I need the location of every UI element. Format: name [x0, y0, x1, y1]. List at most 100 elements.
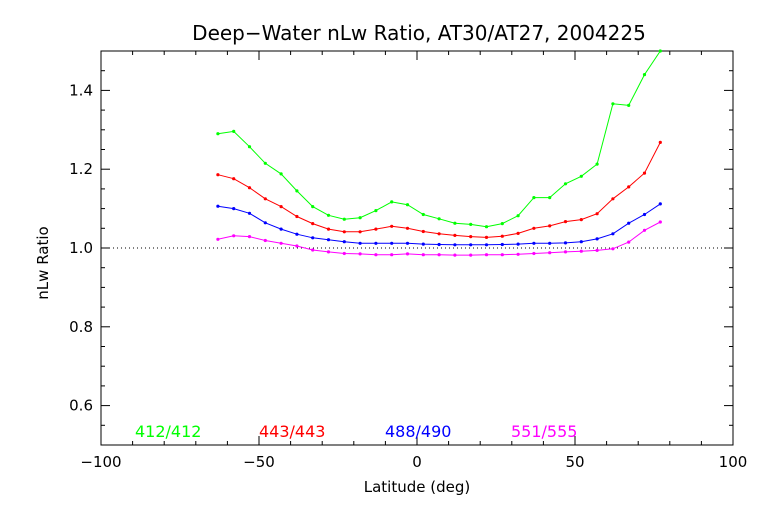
y-tick-label: 0.6 — [69, 397, 93, 415]
data-point — [216, 173, 220, 177]
data-point — [595, 162, 599, 166]
data-point — [311, 205, 315, 209]
data-point — [390, 241, 394, 245]
data-point — [405, 226, 410, 230]
axis-ticks: −100 −50 0 50 100 0.6 0.8 1.0 1.2 1.4 — [69, 50, 748, 471]
data-point — [548, 251, 552, 255]
y-tick-label: 0.8 — [69, 318, 93, 336]
data-point — [279, 172, 283, 176]
data-point — [295, 214, 299, 219]
data-point — [563, 250, 568, 254]
data-point — [295, 244, 299, 248]
series-line-4 — [217, 221, 661, 256]
data-point — [421, 253, 425, 257]
data-point — [326, 250, 331, 254]
data-point — [532, 251, 536, 256]
data-point — [232, 234, 236, 238]
data-point — [642, 228, 647, 232]
data-point — [295, 189, 299, 193]
x-tick-label: 100 — [719, 453, 748, 471]
data-point — [358, 252, 362, 256]
x-axis-label: Latitude (deg) — [364, 478, 470, 496]
data-point — [532, 196, 536, 200]
data-point — [642, 73, 647, 77]
data-point — [326, 213, 331, 217]
data-point — [247, 235, 252, 239]
data-point — [611, 102, 615, 106]
data-point — [311, 222, 315, 226]
data-point — [469, 235, 473, 239]
data-point — [642, 171, 647, 175]
data-point — [563, 182, 568, 186]
data-point — [358, 241, 362, 245]
data-point — [421, 242, 425, 246]
data-point — [642, 212, 647, 217]
data-point — [390, 253, 394, 257]
data-point — [421, 212, 425, 217]
data-point — [247, 211, 252, 215]
data-point — [390, 200, 394, 204]
data-point — [595, 248, 599, 252]
data-point — [453, 253, 457, 257]
data-point — [216, 237, 220, 241]
data-point — [437, 232, 441, 236]
x-tick-label: 50 — [565, 453, 584, 471]
data-point — [453, 221, 457, 225]
data-point — [342, 251, 346, 256]
data-point — [484, 225, 489, 229]
data-point — [263, 161, 267, 165]
data-point — [405, 241, 410, 245]
data-point — [516, 242, 520, 246]
data-point — [563, 241, 568, 245]
data-point — [453, 243, 457, 247]
data-point — [374, 209, 378, 213]
legend-entry-4: 551/555 — [511, 422, 577, 441]
data-point — [611, 197, 615, 201]
data-point — [658, 202, 662, 206]
data-point — [232, 207, 236, 211]
y-tick-label: 1.0 — [69, 239, 93, 257]
data-point — [469, 222, 473, 226]
legend-entry-3: 488/490 — [385, 422, 451, 441]
data-point — [421, 229, 425, 234]
chart-title: Deep−Water nLw Ratio, AT30/AT27, 2004225 — [192, 21, 646, 45]
data-point — [279, 227, 283, 231]
y-axis-label: nLw Ratio — [34, 226, 52, 299]
data-point — [342, 240, 346, 244]
data-point — [627, 103, 631, 107]
data-point — [279, 205, 283, 209]
data-point — [548, 196, 552, 200]
x-tick-label: 0 — [412, 453, 422, 471]
data-point — [311, 248, 315, 252]
data-point — [579, 249, 583, 253]
data-point — [500, 222, 504, 226]
data-point — [627, 221, 631, 225]
data-point — [437, 253, 441, 257]
data-point — [437, 217, 441, 221]
data-point — [548, 241, 552, 245]
data-point — [405, 252, 410, 256]
data-point — [532, 241, 536, 245]
data-point — [374, 253, 378, 257]
series-line-3 — [217, 203, 661, 246]
data-point — [469, 243, 473, 247]
data-point — [658, 220, 662, 224]
data-point — [658, 140, 662, 144]
data-point — [374, 241, 378, 245]
data-point — [358, 230, 362, 234]
data-point — [658, 49, 662, 53]
data-point — [247, 186, 252, 190]
data-point — [405, 203, 410, 207]
data-point — [247, 145, 252, 149]
data-point — [627, 240, 631, 244]
y-tick-label: 1.4 — [69, 81, 93, 99]
data-point — [516, 231, 520, 235]
data-point — [232, 129, 236, 133]
data-point — [326, 227, 331, 231]
data-point — [390, 224, 394, 228]
legend: 412/412 443/443 488/490 551/555 — [135, 422, 577, 441]
data-point — [595, 212, 599, 216]
data-point — [311, 236, 315, 240]
data-point — [484, 253, 489, 257]
